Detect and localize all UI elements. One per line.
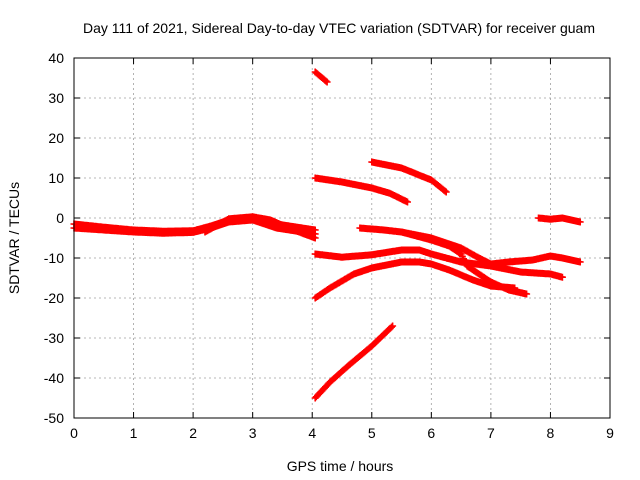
y-tick-label: -50 [44, 410, 64, 426]
x-tick-label: 0 [70, 425, 78, 441]
series-markers [201, 213, 319, 242]
grid-lines [74, 58, 610, 418]
y-tick-label: -30 [44, 330, 64, 346]
y-tick-label: -40 [44, 370, 64, 386]
series-markers [311, 68, 331, 86]
x-tick-label: 1 [130, 425, 138, 441]
data-series [70, 68, 584, 402]
x-tick-label: 9 [606, 425, 614, 441]
series-markers [311, 174, 411, 206]
x-tick-label: 6 [427, 425, 435, 441]
y-tick-label: 10 [48, 170, 64, 186]
series-markers [311, 322, 397, 402]
series-s11 [398, 228, 531, 298]
x-tick-label: 8 [547, 425, 555, 441]
series-markers [311, 246, 566, 281]
y-tick-label: -10 [44, 250, 64, 266]
x-tick-label: 3 [249, 425, 257, 441]
y-tick-label: 40 [48, 50, 64, 66]
x-tick-label: 5 [368, 425, 376, 441]
series-s3 [201, 213, 319, 242]
x-tick-label: 7 [487, 425, 495, 441]
y-tick-label: 20 [48, 130, 64, 146]
y-axis-label: SDTVAR / TECUs [6, 182, 22, 294]
plot-frame [73, 57, 611, 419]
x-tick-label: 4 [308, 425, 316, 441]
y-tick-label: 30 [48, 90, 64, 106]
axis-ticks: 0 1 2 3 4 5 6 7 8 9 -50 -40 -30 -20 -10 0 10 20 30 40 [44, 50, 614, 441]
series-s6 [368, 158, 450, 196]
chart-title: Day 111 of 2021, Sidereal Day-to-day VTE… [83, 20, 595, 36]
series-s9 [311, 322, 397, 402]
series-markers [535, 214, 584, 226]
y-tick-label: 0 [56, 210, 64, 226]
y-tick-label: -20 [44, 290, 64, 306]
x-axis-label: GPS time / hours [287, 458, 394, 474]
x-tick-label: 2 [189, 425, 197, 441]
series-s5 [311, 174, 411, 206]
series-markers [368, 158, 450, 196]
series-s7 [311, 246, 566, 281]
series-s4 [311, 68, 331, 86]
series-s12 [535, 214, 584, 226]
series-markers [398, 228, 531, 298]
